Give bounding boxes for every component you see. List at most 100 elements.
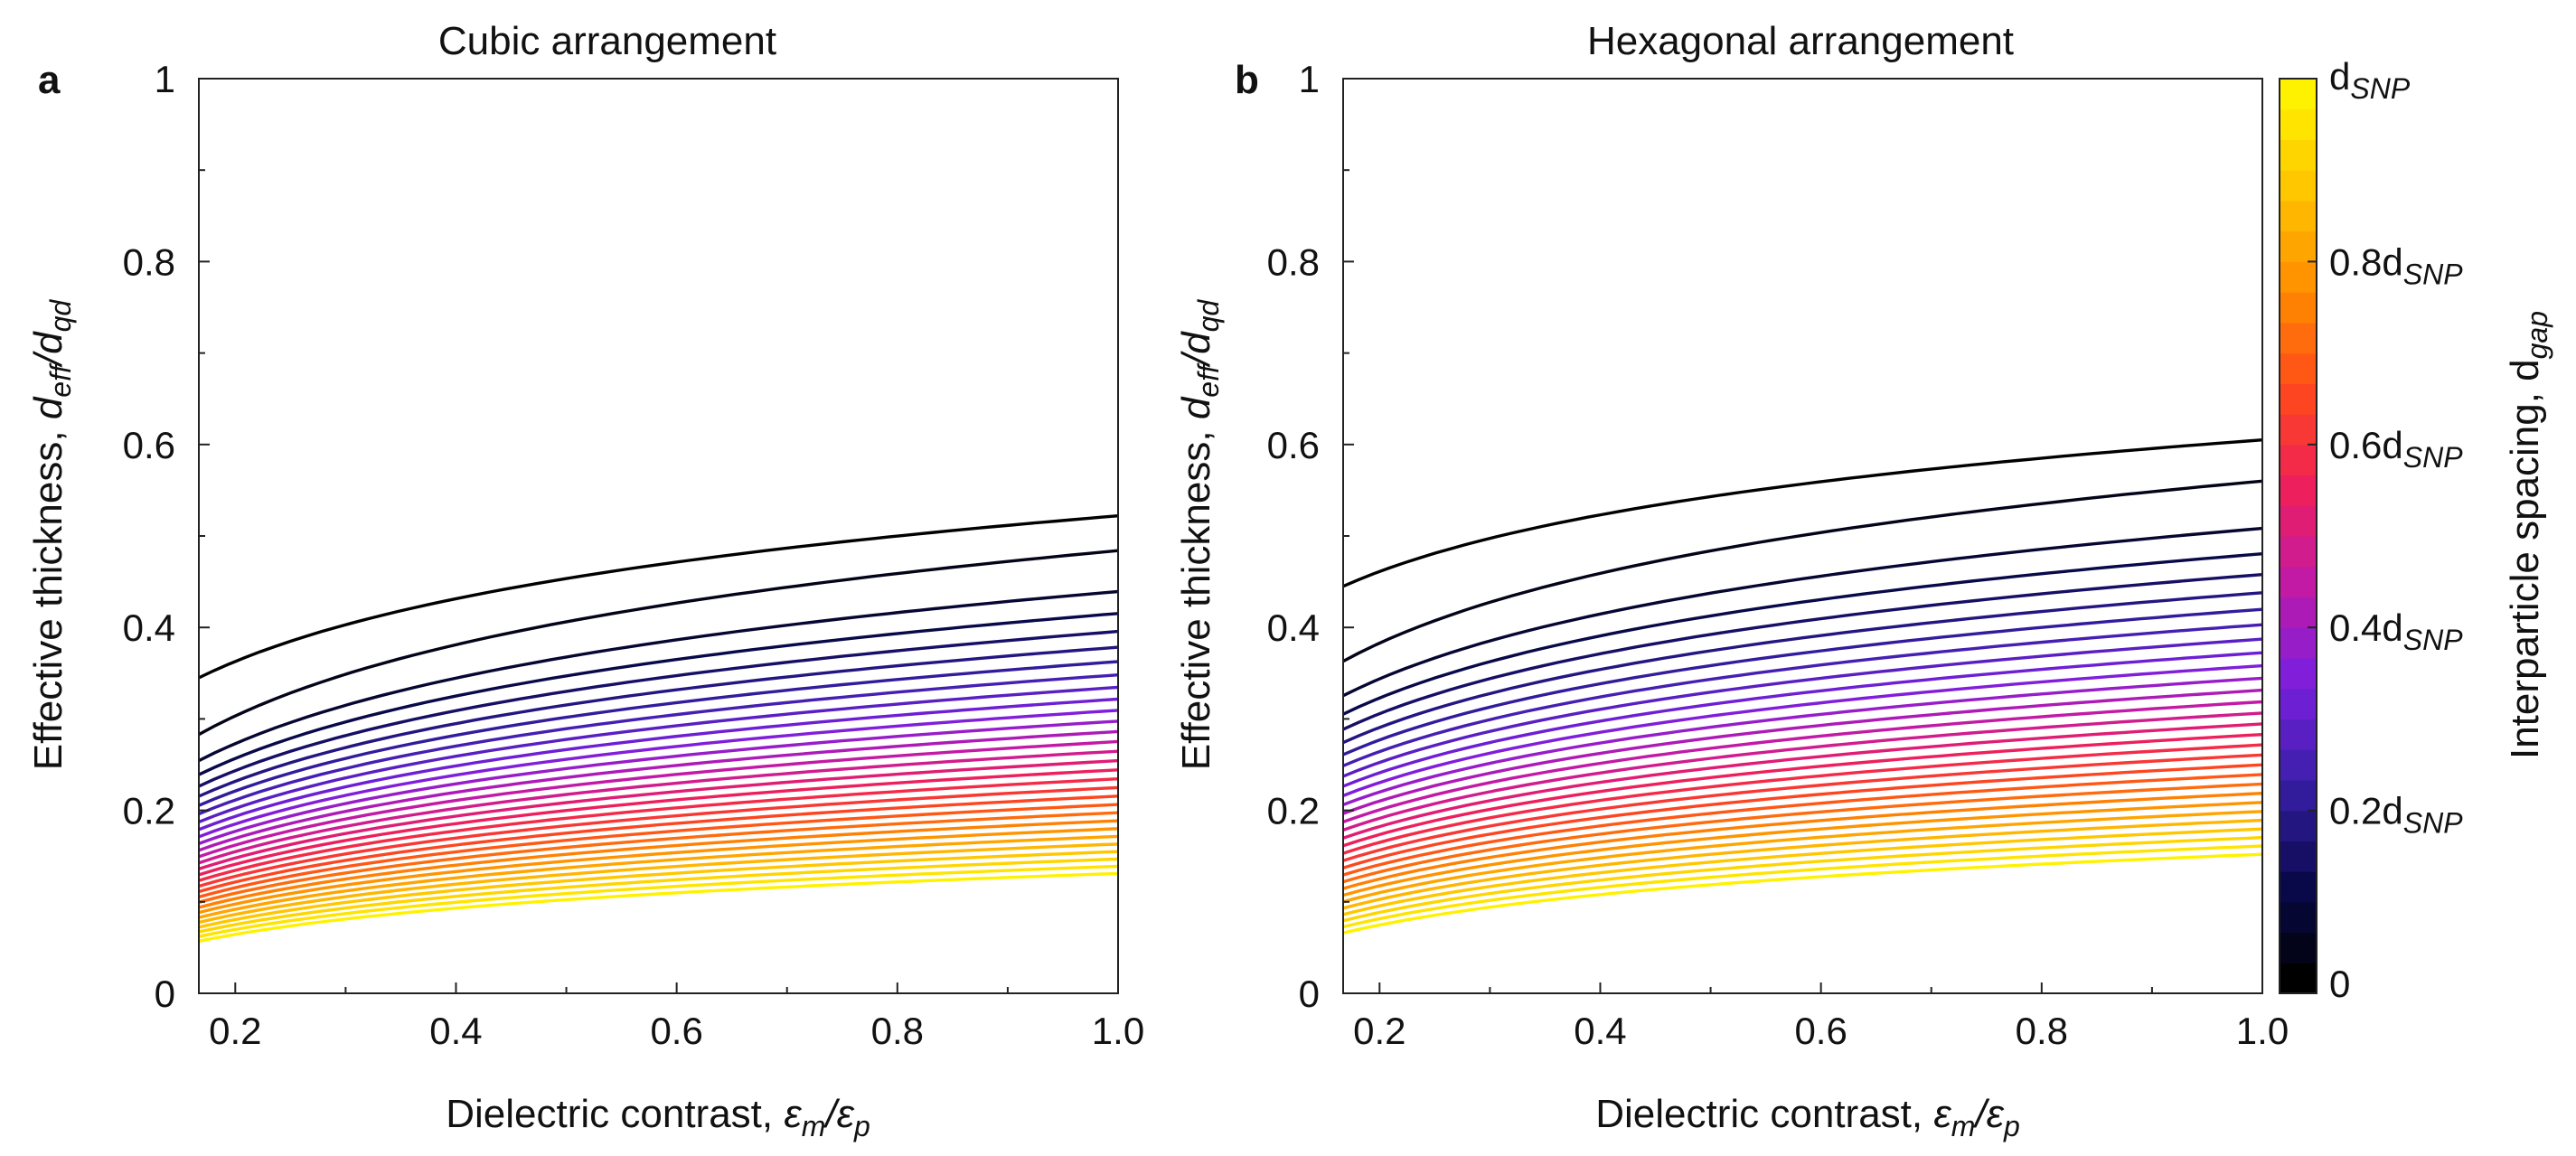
series-line [198, 629, 1119, 788]
x-tick-label: 0.4 [1574, 1010, 1626, 1052]
y-tick-label: 0.6 [1267, 424, 1320, 466]
series-line [198, 673, 1119, 816]
colorbar-swatch [2280, 963, 2317, 994]
colorbar-swatch [2280, 444, 2317, 476]
colorbar-swatch [2280, 597, 2317, 628]
series-line [1342, 792, 2263, 890]
series-line [198, 768, 1119, 877]
colorbar: 0 0.2dSNP 0.4dSNP 0.6dSNP 0.8dSNP dSNP Interp… [2279, 55, 2553, 1005]
series-line [1342, 773, 2263, 877]
series-line [198, 660, 1119, 807]
colorbar-swatch [2280, 79, 2317, 110]
series-line [198, 758, 1119, 871]
series-line [1342, 827, 2263, 916]
colorbar-tick-label: 0.2dSNP [2329, 790, 2463, 840]
curves-a [198, 514, 1119, 943]
colorbar-frame [2279, 78, 2317, 994]
series-line [1342, 852, 2263, 935]
y-tick-label: 1 [1299, 58, 1320, 100]
y-tick-label: 0.4 [1267, 606, 1320, 649]
x-tick-label: 1.0 [2236, 1010, 2289, 1052]
series-line [198, 549, 1119, 737]
panel-title-b: Hexagonal arrangement [1587, 19, 2014, 63]
colorbar-tick-label: 0.8dSNP [2329, 240, 2463, 290]
series-line [1342, 763, 2263, 869]
colorbar-swatch [2280, 505, 2317, 537]
series-line [1342, 623, 2263, 767]
x-tick-label: 0.2 [209, 1010, 261, 1052]
series-line [1342, 743, 2263, 855]
series-line [1342, 711, 2263, 832]
y-tick-label: 0 [1299, 973, 1320, 1015]
x-tick-label: 0.8 [2016, 1010, 2068, 1052]
series-line [1342, 782, 2263, 884]
colorbar-tick-label: dSNP [2329, 55, 2411, 105]
colorbar-swatch [2280, 719, 2317, 750]
y-tick-label: 1 [155, 58, 175, 100]
series-line [198, 697, 1119, 832]
colorbar-label: Interparticle spacing, dgap [2503, 311, 2553, 759]
series-line [1342, 651, 2263, 788]
y-tick-label: 0.8 [123, 240, 175, 283]
panel-letter-a: a [38, 58, 61, 102]
series-line [198, 785, 1119, 888]
series-line [1342, 835, 2263, 923]
colorbar-swatches [2280, 79, 2317, 994]
colorbar-swatch [2280, 170, 2317, 202]
y-axis-label-a: Effective thickness, deff/dqd [26, 299, 77, 771]
colorbar-ticks: 0 0.2dSNP 0.4dSNP 0.6dSNP 0.8dSNP dSNP [2308, 55, 2463, 1005]
colorbar-swatch [2280, 627, 2317, 659]
ticks-b: 0.2 0.4 0.6 0.8 1.0 0 0.2 0.4 0.6 0.8 1 [1267, 58, 2289, 1052]
y-tick-label: 0.2 [1267, 790, 1320, 832]
x-tick-label: 0.6 [1794, 1010, 1847, 1052]
series-line [1342, 526, 2263, 698]
series-line [198, 794, 1119, 894]
series-line [198, 819, 1119, 909]
series-line [198, 739, 1119, 859]
panel-letter-b: b [1235, 58, 1259, 102]
x-tick-label: 0.8 [871, 1010, 924, 1052]
series-line [1342, 844, 2263, 929]
colorbar-swatch [2280, 841, 2317, 872]
x-tick-label: 1.0 [1092, 1010, 1144, 1052]
colorbar-swatch [2280, 901, 2317, 934]
series-line [1342, 637, 2263, 778]
panel-title-a: Cubic arrangement [438, 19, 776, 63]
panel-b: b Hexagonal arrangement 0.2 0.4 0.6 0.8 1.0 0… [1174, 19, 2289, 1142]
series-line [198, 645, 1119, 798]
colorbar-swatch [2280, 261, 2317, 293]
colorbar-swatch [2280, 779, 2317, 812]
colorbar-swatch [2280, 322, 2317, 354]
series-line [198, 709, 1119, 839]
colorbar-swatch [2280, 292, 2317, 324]
series-line [1342, 722, 2263, 840]
series-line [1342, 676, 2263, 806]
colorbar-swatch [2280, 352, 2317, 384]
y-axis-label-b: Effective thickness, deff/dqd [1174, 299, 1225, 771]
curves-b [1342, 438, 2263, 935]
colorbar-swatch [2280, 566, 2317, 598]
series-line [1342, 753, 2263, 862]
colorbar-swatch [2280, 810, 2317, 841]
ticks-a: 0.2 0.4 0.6 0.8 1.0 0 0.2 0.4 0.6 0.8 1 [123, 58, 1145, 1052]
panel-a: a Cubic arrangement 0.2 0.4 0.6 0.8 1.000.20… [26, 19, 1144, 1142]
colorbar-tick-label: 0.6dSNP [2329, 424, 2463, 474]
x-tick-label: 0.4 [429, 1010, 482, 1052]
colorbar-swatch [2280, 688, 2317, 719]
series-line [198, 857, 1119, 934]
series-line [1342, 573, 2263, 731]
colorbar-swatch [2280, 200, 2317, 232]
series-line [198, 827, 1119, 915]
x-tick-label: 0.2 [1353, 1010, 1406, 1052]
series-line [198, 777, 1119, 882]
y-tick-label: 0 [155, 973, 175, 1015]
series-line [1342, 818, 2263, 910]
series-line [1342, 810, 2263, 904]
colorbar-swatch [2280, 108, 2317, 141]
series-line [198, 612, 1119, 776]
series-line [1342, 552, 2263, 716]
colorbar-swatch [2280, 475, 2317, 506]
colorbar-swatch [2280, 749, 2317, 781]
colorbar-swatch [2280, 932, 2317, 963]
